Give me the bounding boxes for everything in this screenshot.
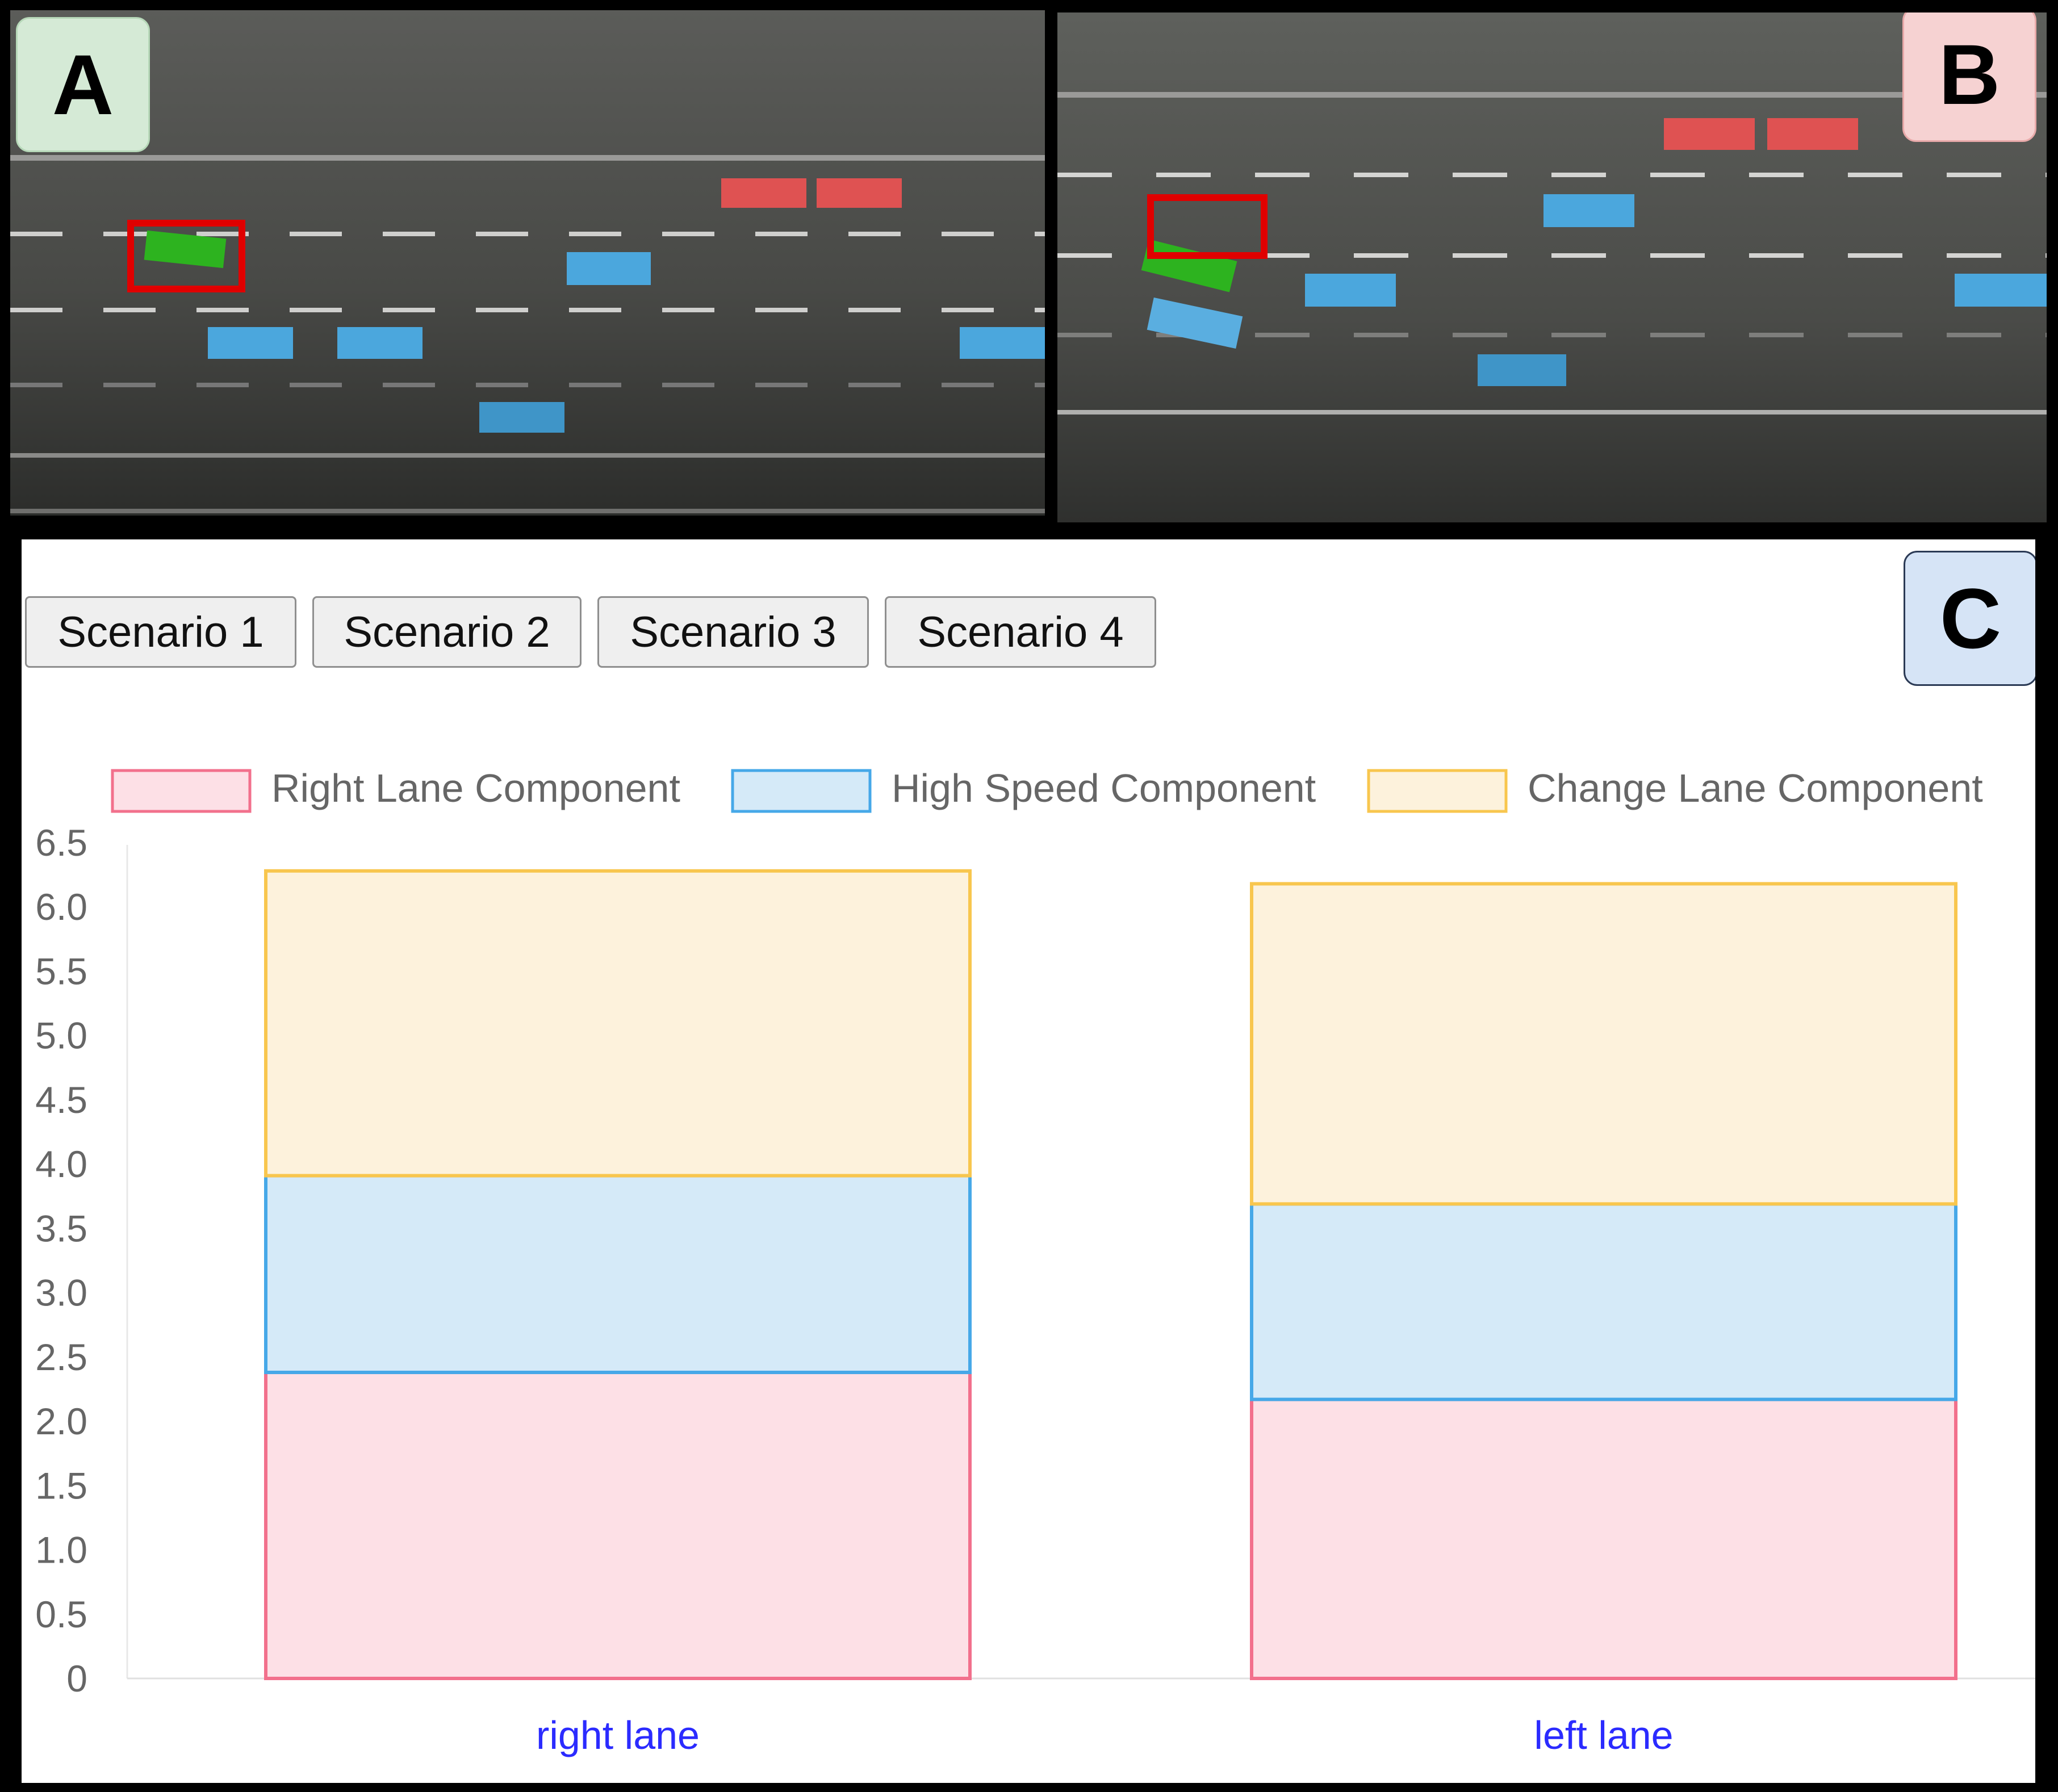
vehicle	[567, 252, 651, 285]
road-edge-top	[1057, 92, 2047, 98]
tab-scenario-4[interactable]: Scenario 4	[885, 596, 1156, 668]
road-edge-bottom	[10, 453, 1045, 458]
target-highlight-box	[1147, 194, 1268, 259]
y-tick-label: 0	[66, 1657, 87, 1699]
vehicle	[479, 402, 564, 433]
y-tick-label: 6.5	[35, 822, 87, 864]
road-edge-bottom	[1057, 410, 2047, 414]
panel-a-simulation: A	[10, 10, 1045, 516]
target-vehicle	[721, 178, 806, 208]
road-shoulder	[10, 509, 1045, 513]
x-category-label: right lane	[536, 1713, 700, 1757]
chart-bars	[264, 869, 1957, 1681]
y-tick-label: 3.5	[35, 1207, 87, 1249]
bar-high-speed-component-right-lane	[264, 1174, 972, 1375]
bar-change-lane-component-right-lane	[264, 869, 972, 1178]
x-axis-category-labels: right lane left lane	[536, 1713, 1674, 1757]
y-tick-label: 3.0	[35, 1272, 87, 1314]
ego-vehicle	[144, 230, 227, 269]
target-vehicle	[817, 178, 902, 208]
y-tick-label: 6.0	[35, 886, 87, 928]
tab-scenario-3[interactable]: Scenario 3	[597, 596, 869, 668]
road-edge-top	[10, 155, 1045, 161]
bar-high-speed-component-left-lane	[1250, 1202, 1957, 1401]
bar-right-lane-component-left-lane	[1250, 1397, 1957, 1681]
ego-highlight-box	[127, 220, 245, 292]
y-axis-tick-labels: 0 0.5 1.0 1.5 2.0 2.5 3.0 3.5 4.0 4.5 5.0 5.5 6.0 6.5	[35, 822, 87, 1699]
highway-scene-a	[10, 10, 1045, 516]
legend-label: Right Lane Component	[271, 766, 680, 810]
vehicle	[208, 327, 293, 359]
panel-label-a: A	[16, 17, 150, 152]
y-tick-label: 1.5	[35, 1464, 87, 1506]
legend-label: High Speed Component	[892, 766, 1316, 810]
y-tick-label: 5.0	[35, 1015, 87, 1057]
vehicle	[1478, 354, 1566, 386]
vehicle	[337, 327, 423, 359]
x-category-label: left lane	[1534, 1713, 1673, 1757]
highway-scene-b	[1057, 12, 2047, 522]
y-tick-label: 4.0	[35, 1143, 87, 1185]
legend-swatch	[1367, 769, 1508, 813]
target-vehicle	[1767, 118, 1858, 150]
vehicle	[1543, 194, 1634, 227]
vehicle	[960, 327, 1045, 359]
vehicle	[1147, 298, 1243, 349]
legend-swatch	[731, 769, 872, 813]
stacked-bar-chart: 0 0.5 1.0 1.5 2.0 2.5 3.0 3.5 4.0 4.5 5.0 5.5 6.0 6.5…	[35, 766, 2035, 1757]
panel-b-simulation: B	[1057, 12, 2047, 522]
panel-label-c: C	[1904, 551, 2035, 686]
target-vehicle	[1664, 118, 1755, 150]
tab-scenario-1[interactable]: Scenario 1	[25, 596, 296, 668]
y-tick-label: 0.5	[35, 1593, 87, 1635]
legend-label: Change Lane Component	[1528, 766, 1983, 810]
vehicle	[1305, 274, 1396, 307]
road-surface	[10, 10, 1045, 516]
y-tick-label: 5.5	[35, 950, 87, 992]
y-tick-label: 1.0	[35, 1529, 87, 1571]
legend-swatch	[111, 769, 252, 813]
bar-right-lane-component-right-lane	[264, 1371, 972, 1680]
tab-scenario-2[interactable]: Scenario 2	[312, 596, 582, 668]
y-tick-label: 4.5	[35, 1079, 87, 1121]
bar-change-lane-component-left-lane	[1250, 882, 1957, 1206]
panel-label-b: B	[1902, 12, 2036, 142]
y-tick-label: 2.0	[35, 1400, 87, 1442]
panel-c-chart: 0 0.5 1.0 1.5 2.0 2.5 3.0 3.5 4.0 4.5 5.0 5.5 6.0 6.5…	[22, 539, 2035, 1783]
vehicle	[1955, 274, 2047, 307]
y-tick-label: 2.5	[35, 1336, 87, 1378]
chart-legend: Right Lane Component High Speed Component…	[111, 766, 1983, 813]
